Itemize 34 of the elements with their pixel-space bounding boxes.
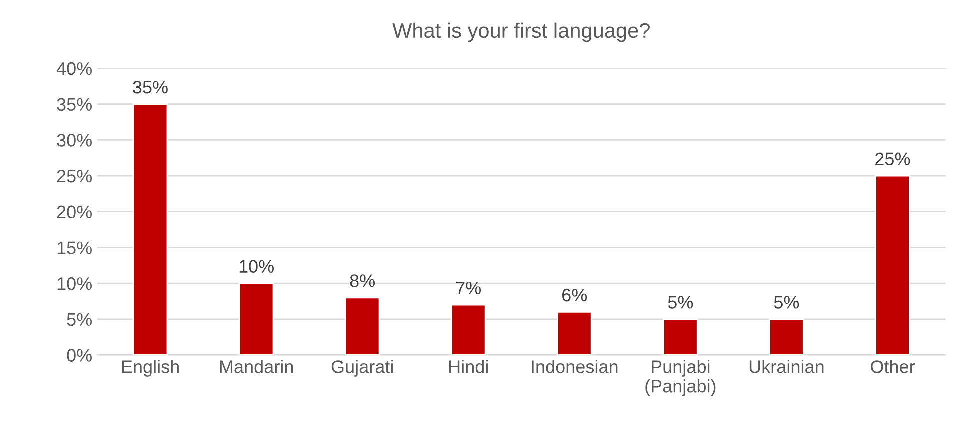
data-label: 6% <box>562 288 588 302</box>
bar <box>556 312 592 356</box>
bar <box>344 297 380 356</box>
y-tick-label: 0% <box>67 349 92 362</box>
data-label: 25% <box>876 152 910 166</box>
y-tick-label: 25% <box>57 170 92 183</box>
x-tick-label: Other <box>871 360 916 374</box>
data-label: 10% <box>240 260 274 274</box>
x-tick-label: Hindi <box>450 360 488 374</box>
bar <box>875 175 910 356</box>
data-label: 7% <box>456 282 482 294</box>
x-tick-label: Ukrainian <box>750 360 824 374</box>
y-tick-label: 10% <box>58 277 92 290</box>
x-tick-label: Mandarin <box>220 360 294 374</box>
y-tick-label: 30% <box>57 134 92 147</box>
x-tick-label: Gujarati <box>332 360 393 377</box>
chart-title: What is your first language? <box>392 22 650 42</box>
y-tick-label: 40% <box>56 62 92 76</box>
y-tick-label: 35% <box>57 98 92 112</box>
x-tick-label: English <box>122 360 179 377</box>
bar <box>663 318 698 356</box>
x-tick-label: Punjabi (Panjabi) <box>646 360 716 396</box>
x-tick-label: Indonesian <box>532 360 618 374</box>
data-label: 5% <box>774 296 800 309</box>
y-tick-label: 5% <box>67 313 92 326</box>
y-tick-label: 20% <box>57 206 92 219</box>
y-tick-label: 15% <box>58 242 92 254</box>
bar <box>132 104 168 356</box>
bar <box>769 318 804 356</box>
data-label: 5% <box>668 296 694 309</box>
data-label: 8% <box>350 274 375 288</box>
data-label: 35% <box>133 81 168 94</box>
bar <box>450 304 486 356</box>
bar <box>238 282 274 356</box>
